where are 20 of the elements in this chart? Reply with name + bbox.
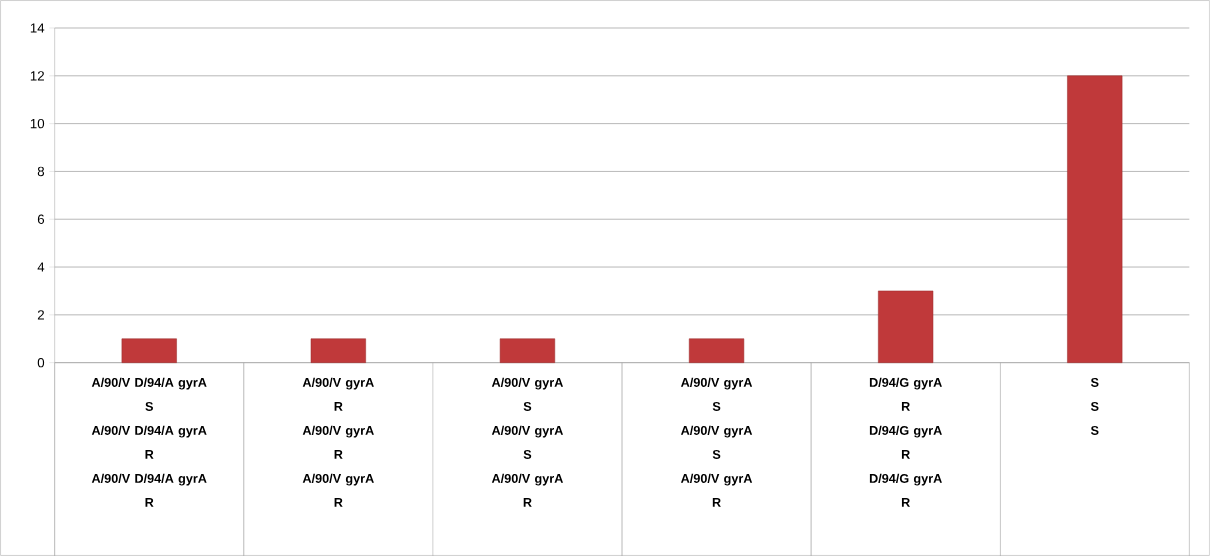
bar [688, 338, 745, 363]
x-tick-label: D/94/G gyrA R D/94/G gyrA R D/94/G gyrA R [869, 377, 942, 507]
y-tick-label: 4 [37, 262, 45, 272]
bar [499, 338, 556, 363]
y-tick-label: 6 [37, 214, 45, 224]
x-tick-label: A/90/V gyrA S A/90/V gyrA S A/90/V gyrA R [680, 377, 753, 507]
x-tick-label: A/90/V D/94/A gyrA S A/90/V D/94/A gyrA R A/90/V D/94/A gyrA R [91, 377, 207, 507]
bar [310, 338, 366, 363]
y-tick-label: 8 [37, 166, 45, 177]
bar [1067, 75, 1123, 363]
bar [878, 290, 934, 363]
x-tick-label: A/90/V gyrA S A/90/V gyrA S A/90/V gyrA R [491, 377, 564, 507]
bar [121, 338, 177, 363]
y-tick-label: 12 [30, 71, 44, 81]
y-tick-label: 0 [37, 357, 45, 368]
x-tick-label: A/90/V gyrA R A/90/V gyrA R A/90/V gyrA R [302, 377, 374, 507]
y-tick-label: 2 [37, 310, 44, 320]
y-tick-label: 10 [30, 118, 45, 129]
x-tick-label: S S S [1090, 377, 1099, 435]
y-tick-label: 14 [30, 23, 45, 33]
